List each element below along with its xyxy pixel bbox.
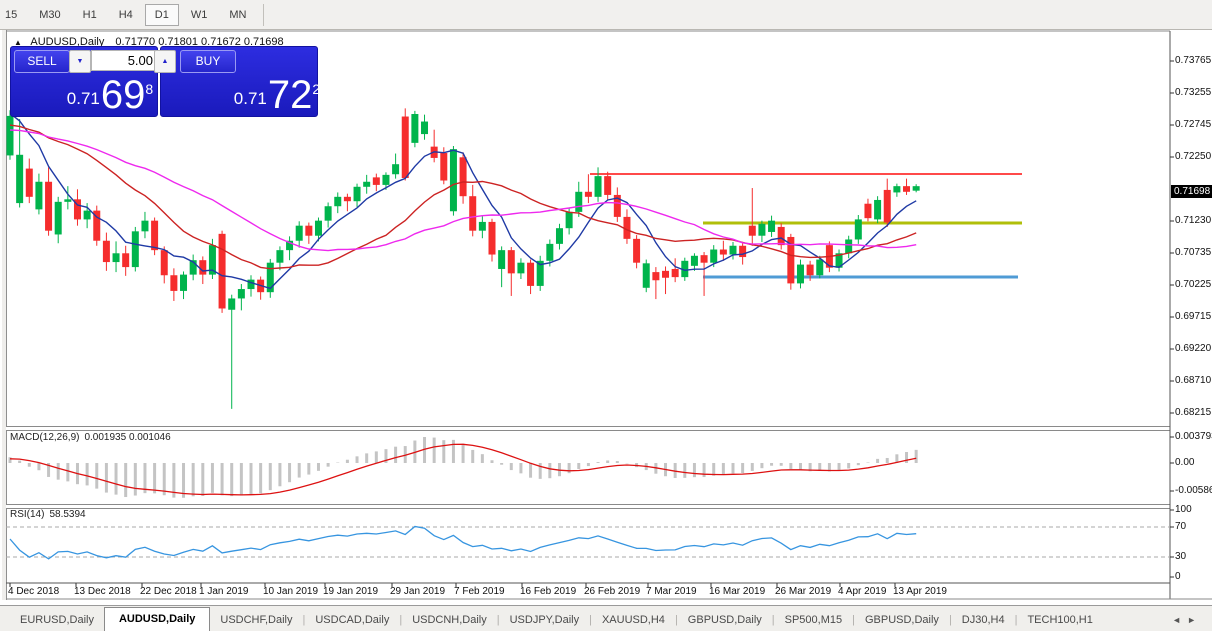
chart-tab-usdchf-daily[interactable]: USDCHF,Daily (220, 614, 293, 626)
rsi-axis-label: 70 (1175, 521, 1187, 532)
date-axis-label: 29 Jan 2019 (390, 586, 446, 597)
rsi-label: RSI(14) 58.5394 (10, 509, 91, 520)
chart-tab-eurusd-daily[interactable]: EURUSD,Daily (20, 614, 94, 626)
price-axis-label: 0.68710 (1175, 375, 1212, 386)
sell-price-big: 69 (100, 73, 146, 117)
date-axis-label: 26 Mar 2019 (775, 586, 832, 597)
main-macd-splitter[interactable] (6, 426, 1170, 431)
tab-separator: | (771, 614, 775, 626)
price-axis-label: 0.73255 (1175, 87, 1212, 98)
tab-scroll-arrows[interactable]: ◄► (1172, 615, 1212, 631)
window-frame-left (2, 30, 7, 600)
macd-name: MACD(12,26,9) (10, 432, 80, 443)
rsi-axis-label: 30 (1175, 551, 1187, 562)
sell-button[interactable]: SELL (14, 50, 70, 73)
timeframe-button-mn[interactable]: MN (229, 8, 247, 21)
date-axis-label: 10 Jan 2019 (263, 586, 319, 597)
tab-separator: | (948, 614, 952, 626)
macd-rsi-splitter[interactable] (6, 504, 1170, 509)
rsi-value: 58.5394 (49, 509, 86, 520)
timeframe-button-15[interactable]: 15 (5, 8, 18, 21)
tab-separator: | (399, 614, 403, 626)
toolbar-separator (263, 3, 265, 26)
chart-ohlc-values: 0.71770 0.71801 0.71672 0.71698 (115, 36, 284, 48)
price-axis-label: 0.72250 (1175, 151, 1212, 162)
lot-size-input[interactable]: 5.00 (91, 50, 158, 71)
macd-axis-label: 0.00 (1175, 457, 1195, 468)
timeframe-button-h4[interactable]: H4 (118, 8, 133, 21)
chart-tab-audusd-daily[interactable]: AUDUSD,Daily (103, 607, 211, 631)
current-price-badge: 0.71698 (1171, 185, 1212, 198)
macd-axis-label: 0.003793 (1175, 431, 1212, 442)
date-axis-label: 4 Apr 2019 (838, 586, 887, 597)
timeframe-button-m30[interactable]: M30 (39, 8, 61, 21)
price-axis-label: 0.70735 (1175, 247, 1212, 258)
chart-symbol-label: AUDUSD,Daily (30, 36, 105, 48)
date-axis-label: 19 Jan 2019 (323, 586, 379, 597)
buy-price-big: 72 (267, 73, 313, 117)
chart-tab-usdcnh-daily[interactable]: USDCNH,Daily (412, 614, 487, 626)
price-axis-label: 0.71230 (1175, 215, 1212, 226)
buy-button[interactable]: BUY (180, 50, 236, 73)
date-axis-label: 4 Dec 2018 (8, 586, 60, 597)
one-click-trading-panel: 0.71 69 8 0.71 72 2 SELL BUY ▼ 5.00 ▲ (10, 46, 320, 117)
tab-scroll-right-icon[interactable]: ► (1187, 615, 1202, 625)
tab-separator: | (674, 614, 678, 626)
chart-tab-usdcad-daily[interactable]: USDCAD,Daily (315, 614, 390, 626)
date-axis-label: 7 Feb 2019 (454, 586, 505, 597)
price-axis-label: 0.70225 (1175, 279, 1212, 290)
rsi-axis-label: 100 (1175, 504, 1192, 515)
tab-separator: | (589, 614, 592, 626)
macd-values: 0.001935 0.001046 (84, 432, 171, 443)
timeframe-button-w1[interactable]: W1 (190, 8, 208, 21)
chart-tab-gbpusd-daily[interactable]: GBPUSD,Daily (687, 614, 762, 626)
chart-tab-sp500-m15[interactable]: SP500,M15 (784, 614, 843, 626)
spin-up-icon: ▲ (161, 58, 169, 65)
date-axis-label: 13 Apr 2019 (893, 586, 947, 597)
chart-tab-tech100-h1[interactable]: TECH100,H1 (1027, 614, 1093, 626)
price-axis-label: 0.68215 (1175, 407, 1212, 418)
spin-down-icon: ▼ (76, 58, 84, 65)
rsi-axis-label: 0 (1175, 571, 1181, 582)
date-axis-label: 7 Mar 2019 (646, 586, 697, 597)
timeframe-toolbar: 15 M30 H1 H4 D1 W1 MN (0, 0, 1212, 30)
lot-decrease-button[interactable]: ▼ (69, 50, 91, 73)
buy-price-sup: 2 (312, 81, 321, 97)
tab-scroll-left-icon[interactable]: ◄ (1172, 615, 1188, 625)
rsi-name: RSI(14) (10, 509, 45, 520)
date-axis-label: 16 Feb 2019 (520, 586, 577, 597)
subwindow-collapse-icon[interactable]: ▲ (14, 38, 22, 47)
price-axis-label: 0.72745 (1175, 119, 1212, 130)
chart-tab-bar: EURUSD,Daily AUDUSD,Daily USDCHF,Daily | USD… (0, 605, 1212, 631)
date-axis-label: 26 Feb 2019 (584, 586, 641, 597)
date-axis-label: 22 Dec 2018 (140, 586, 197, 597)
lot-increase-button[interactable]: ▲ (154, 50, 176, 73)
chart-tab-usdjpy-daily[interactable]: USDJPY,Daily (509, 614, 580, 626)
sell-price-prefix: 0.71 (66, 89, 100, 108)
tab-separator: | (496, 614, 500, 626)
chart-tab-gbpusd-daily[interactable]: GBPUSD,Daily (864, 614, 939, 626)
sell-price-box[interactable]: 0.71 69 8 (10, 46, 158, 117)
date-axis-label: 13 Dec 2018 (74, 586, 131, 597)
timeframe-button-h1[interactable]: H1 (82, 8, 97, 21)
price-axis-label: 0.69715 (1175, 311, 1212, 322)
timeframe-button-d1[interactable]: D1 (144, 3, 179, 26)
tab-separator: | (852, 614, 855, 626)
price-axis-label: 0.73765 (1175, 55, 1212, 66)
tab-separator: | (1014, 614, 1018, 626)
buy-price-prefix: 0.71 (233, 89, 267, 108)
chart-tab-xauusd-h4[interactable]: XAUUSD,H4 (601, 614, 665, 626)
macd-label: MACD(12,26,9) 0.001935 0.001046 (10, 432, 176, 443)
date-axis-label: 1 Jan 2019 (199, 586, 249, 597)
chart-title: ▲ AUDUSD,Daily 0.71770 0.71801 0.71672 0… (14, 36, 284, 48)
date-axis-label: 16 Mar 2019 (709, 586, 766, 597)
tab-separator: | (302, 614, 306, 626)
macd-axis-label: -0.005864 (1175, 485, 1212, 496)
sell-price-sup: 8 (145, 81, 154, 97)
price-axis-label: 0.69220 (1175, 343, 1212, 354)
chart-tab-dj30-h4[interactable]: DJ30,H4 (961, 614, 1005, 626)
